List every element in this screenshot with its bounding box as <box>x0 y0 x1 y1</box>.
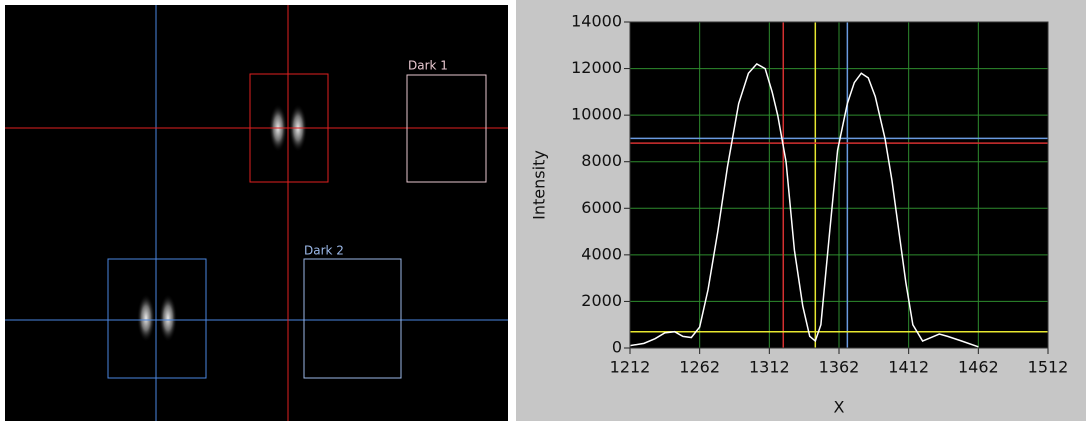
spot <box>159 294 177 342</box>
x-tick-label: 1412 <box>888 358 929 377</box>
y-tick-label: 0 <box>612 338 622 357</box>
x-tick-label: 1312 <box>749 358 790 377</box>
screen: Dark 1 Dark 2 0 2000 4000 6000 8000 10000 1200… <box>0 0 1086 421</box>
y-tick-label: 4000 <box>581 244 622 263</box>
x-tick-label: 1462 <box>958 358 999 377</box>
spot <box>137 294 155 342</box>
y-tick-label: 12000 <box>571 58 622 77</box>
y-axis-label: Intensity <box>530 150 549 220</box>
y-tick-label: 2000 <box>581 291 622 310</box>
roi-label: Dark 1 <box>408 59 448 73</box>
roi-label: Dark 2 <box>304 244 344 258</box>
x-tick-label: 1512 <box>1028 358 1069 377</box>
page: Dark 1 Dark 2 0 2000 4000 6000 8000 10000 1200… <box>0 0 1086 421</box>
x-axis-label: X <box>834 398 845 417</box>
x-tick-label: 1212 <box>610 358 651 377</box>
x-tick-label: 1262 <box>679 358 720 377</box>
y-tick-label: 10000 <box>571 105 622 124</box>
y-tick-label: 14000 <box>571 12 622 31</box>
y-tick-label: 6000 <box>581 198 622 217</box>
y-tick-label: 8000 <box>581 151 622 170</box>
image-panel: Dark 1 Dark 2 <box>5 5 508 421</box>
x-tick-label: 1362 <box>819 358 860 377</box>
